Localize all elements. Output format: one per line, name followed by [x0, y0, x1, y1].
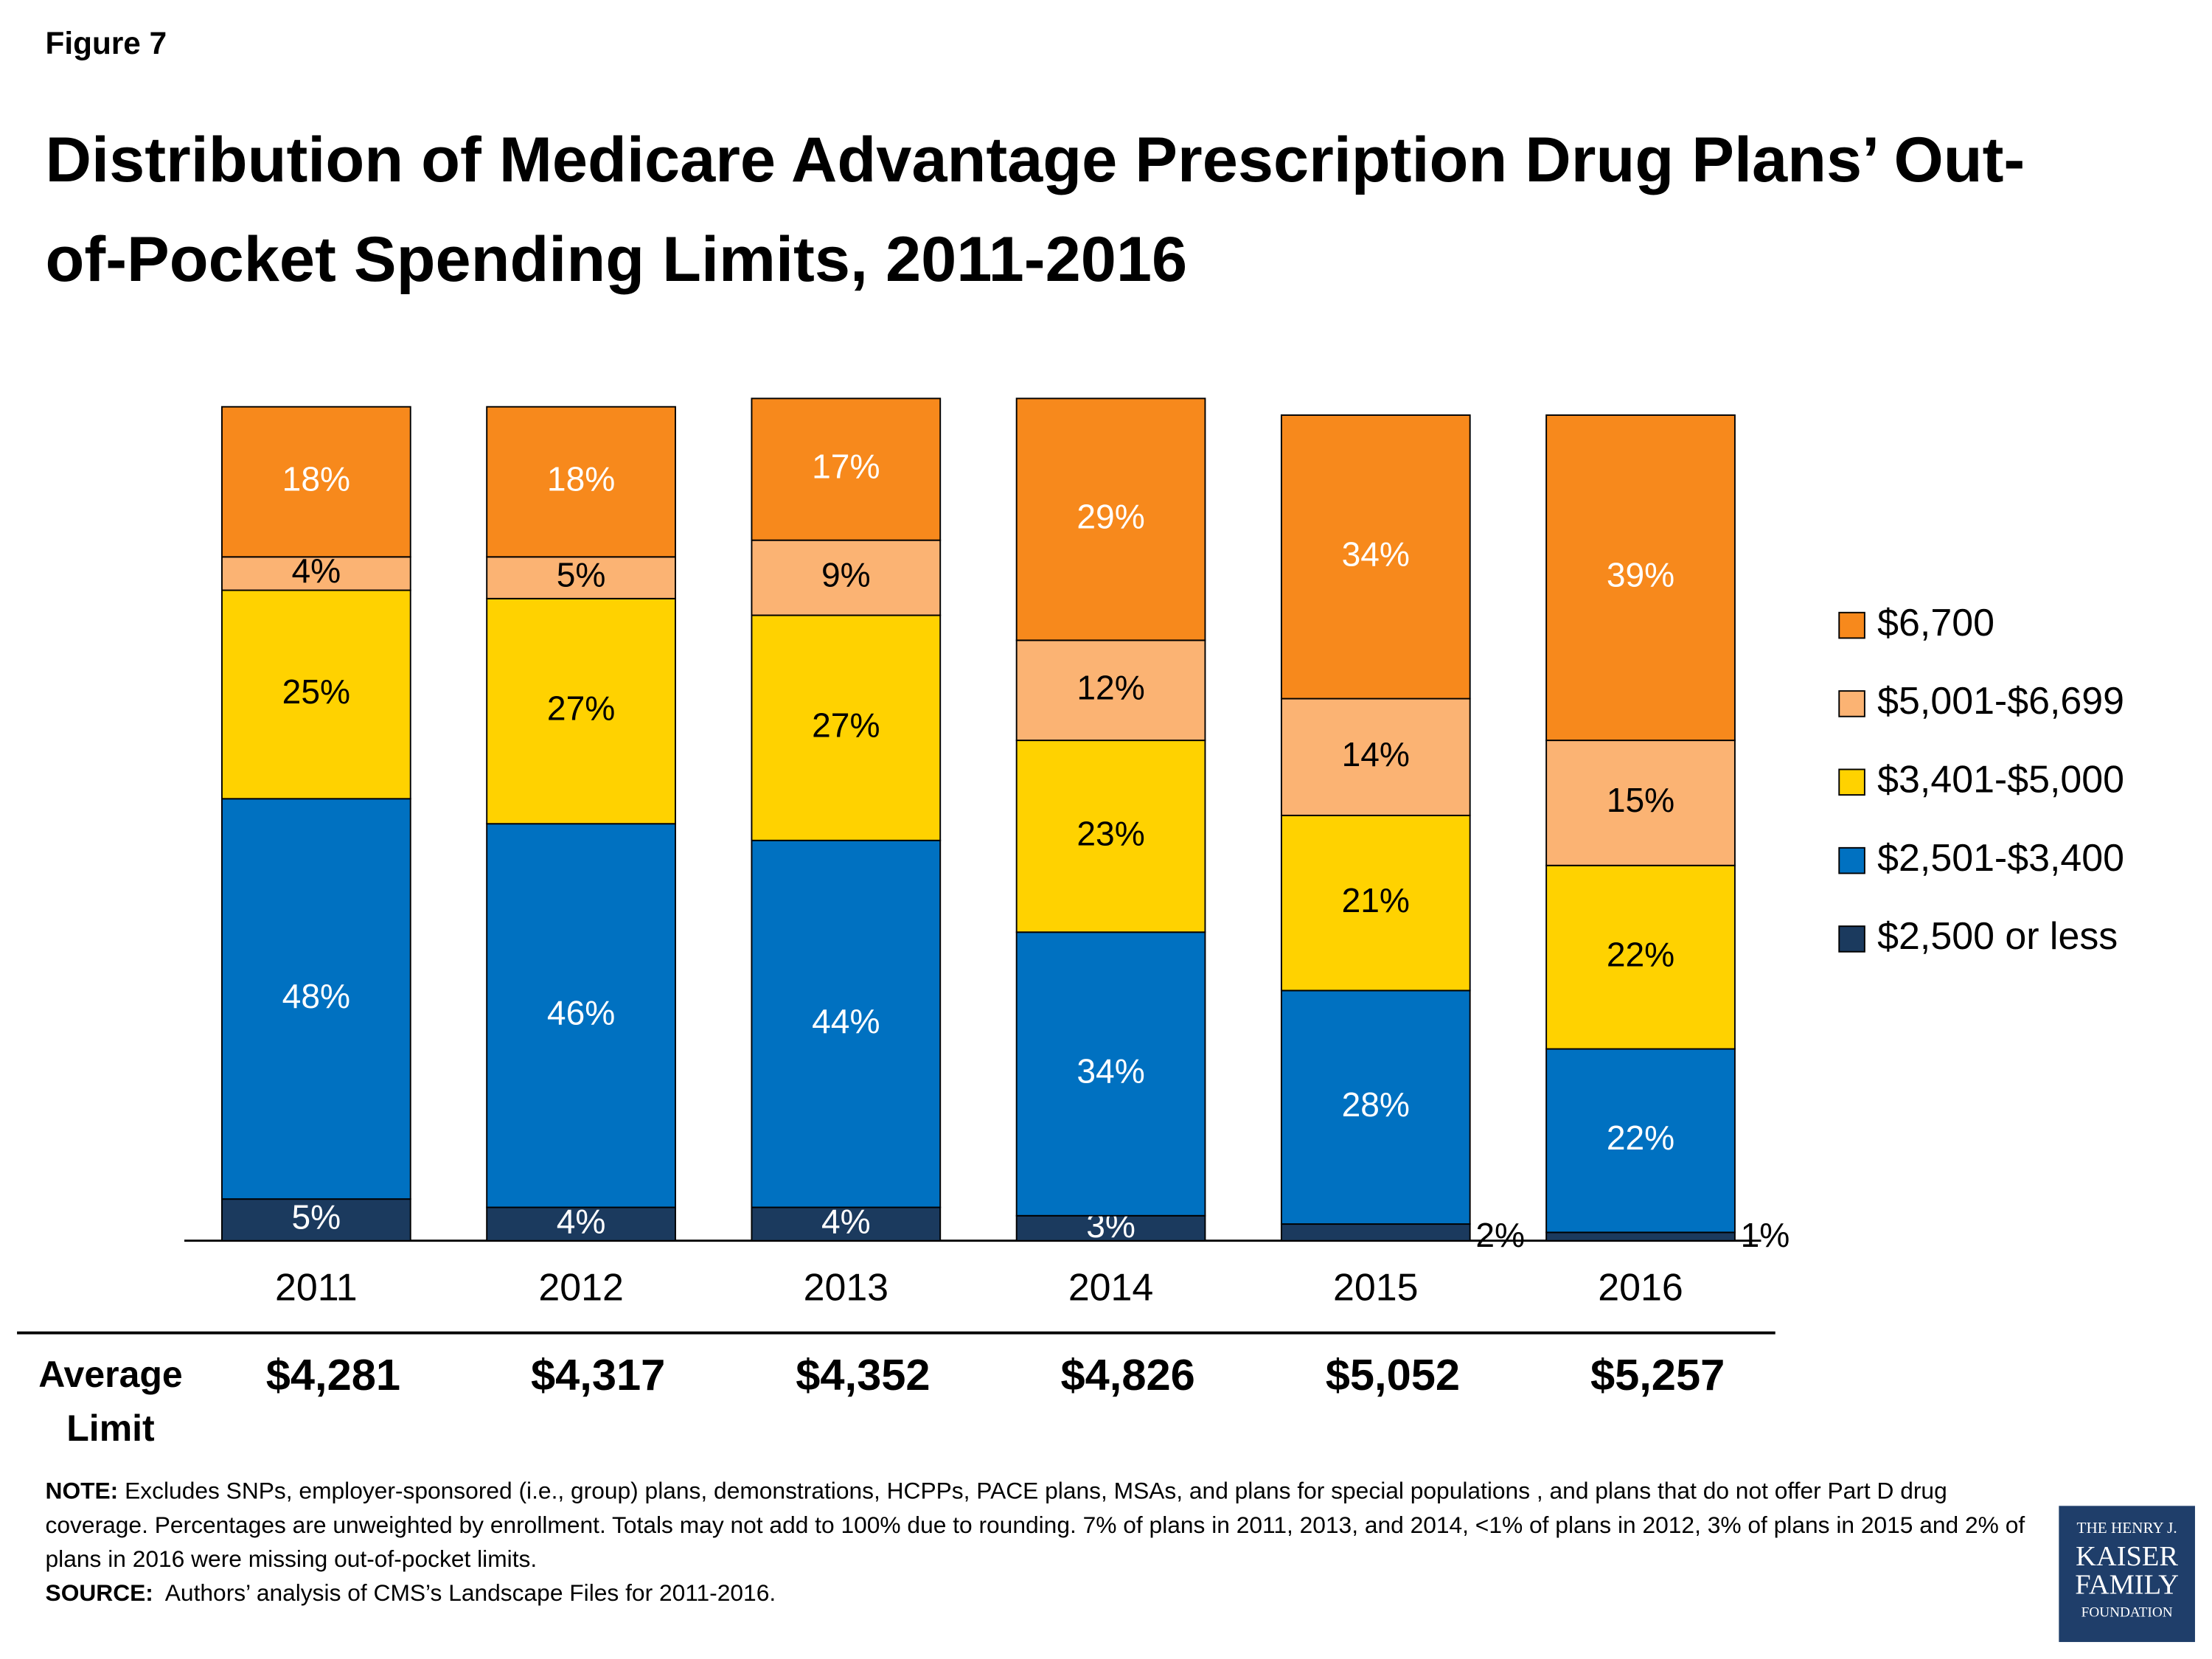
data-label: 27% [812, 706, 880, 744]
bar-segment [751, 839, 942, 1208]
bar-segment [1280, 698, 1471, 816]
data-label: 25% [282, 672, 350, 711]
bar-segment [1280, 814, 1471, 992]
x-tick-label: 2011 [275, 1267, 358, 1310]
note-text: Excludes SNPs, employer-sponsored (i.e.,… [45, 1478, 2025, 1573]
data-label: 48% [282, 977, 350, 1015]
data-label: 22% [1607, 1119, 1674, 1157]
bar-segment [1015, 1214, 1206, 1242]
source: SOURCE: Authors’ analysis of CMS’s Lands… [46, 1576, 2031, 1610]
bar-segment [221, 798, 411, 1200]
bar-segment [1280, 1223, 1471, 1242]
data-label: 9% [821, 556, 871, 594]
bar-segment [1545, 864, 1736, 1050]
note: NOTE: Excludes SNPs, employer-sponsored … [46, 1475, 2031, 1576]
data-label: 22% [1607, 935, 1674, 973]
data-label: 1% [1741, 1216, 1790, 1254]
data-label: 5% [291, 1198, 341, 1237]
legend-swatch [1838, 768, 1865, 796]
bar-segment [751, 614, 942, 841]
bar-segment [1545, 1048, 1736, 1234]
bar-segment [486, 597, 676, 825]
legend-swatch [1838, 925, 1865, 953]
bar-segment [751, 397, 942, 541]
data-label: 34% [1077, 1052, 1144, 1091]
data-label: 21% [1342, 881, 1410, 919]
legend-label: $5,001-$6,699 [1877, 680, 2124, 723]
bar-segment [486, 406, 676, 558]
average-label: Average Limit [38, 1352, 183, 1450]
data-label: 5% [557, 556, 606, 594]
bar-segment [751, 539, 942, 616]
legend-swatch [1838, 846, 1865, 874]
bar-segment [486, 1206, 676, 1242]
logo-line: FAMILY [2075, 1569, 2180, 1601]
data-label: 44% [812, 1002, 880, 1040]
average-value: $4,281 [266, 1350, 400, 1399]
data-label: 23% [1077, 814, 1144, 852]
bar-segment [1015, 397, 1206, 641]
logo-line: FOUNDATION [2081, 1604, 2173, 1621]
x-tick-label: 2015 [1333, 1267, 1418, 1310]
legend-label: $6,700 [1877, 602, 1994, 644]
note-label: NOTE: [45, 1478, 119, 1505]
data-label: 14% [1342, 735, 1410, 773]
data-label: 18% [282, 460, 350, 498]
x-tick-label: 2014 [1068, 1267, 1153, 1310]
x-tick-label: 2013 [804, 1267, 888, 1310]
data-label: 29% [1077, 498, 1144, 536]
figure-label: Figure 7 [45, 25, 167, 61]
average-value: $5,052 [1326, 1350, 1460, 1399]
average-value: $5,257 [1590, 1350, 1725, 1399]
bar-segment [1545, 1231, 1736, 1242]
data-label: 34% [1342, 535, 1410, 573]
logo-line: KAISER [2076, 1541, 2179, 1573]
data-label: 17% [812, 448, 880, 486]
average-label-box: Average Limit [38, 1352, 183, 1450]
average-value: $4,826 [1060, 1350, 1194, 1399]
data-label: 2% [1475, 1216, 1525, 1254]
notes: NOTE: Excludes SNPs, employer-sponsored … [46, 1475, 2031, 1611]
bar-segment [1280, 990, 1471, 1225]
bar-segment [1015, 931, 1206, 1217]
data-label: 18% [547, 460, 615, 498]
average-value: $4,352 [796, 1350, 930, 1399]
data-label: 4% [821, 1202, 871, 1240]
legend-label: $3,401-$5,000 [1877, 759, 2124, 801]
chart-title: Distribution of Medicare Advantage Presc… [45, 123, 2025, 296]
x-tick-label: 2012 [538, 1267, 623, 1310]
source-label: SOURCE: [45, 1581, 153, 1607]
data-label: 4% [557, 1202, 606, 1240]
legend-label: $2,501-$3,400 [1877, 837, 2124, 880]
bar-segment [486, 823, 676, 1208]
data-label: 28% [1342, 1085, 1410, 1124]
bar-segment [1015, 740, 1206, 933]
bar-segment [486, 556, 676, 599]
legend-swatch [1838, 611, 1865, 639]
data-label: 46% [547, 994, 615, 1032]
data-label: 4% [291, 552, 341, 590]
data-label: 27% [547, 689, 615, 728]
bar-segment [221, 406, 411, 558]
legend-label: $2,500 or less [1877, 915, 2118, 958]
data-label: 12% [1077, 668, 1144, 706]
x-tick-label: 2016 [1598, 1267, 1683, 1310]
logo-line: THE HENRY J. [2076, 1520, 2177, 1537]
bar-segment [1280, 414, 1471, 700]
bar-segment [1015, 639, 1206, 742]
logo: THE HENRY J. KAISER FAMILY FOUNDATION [2059, 1506, 2195, 1642]
data-label: 39% [1607, 556, 1674, 594]
data-label: 15% [1607, 781, 1674, 819]
bar-segment [221, 556, 411, 591]
average-value: $4,317 [531, 1350, 665, 1399]
bar-segment [1545, 414, 1736, 742]
source-text: Authors’ analysis of CMS’s Landscape Fil… [164, 1581, 776, 1607]
bar-segment [221, 589, 411, 800]
legend-swatch [1838, 690, 1865, 717]
